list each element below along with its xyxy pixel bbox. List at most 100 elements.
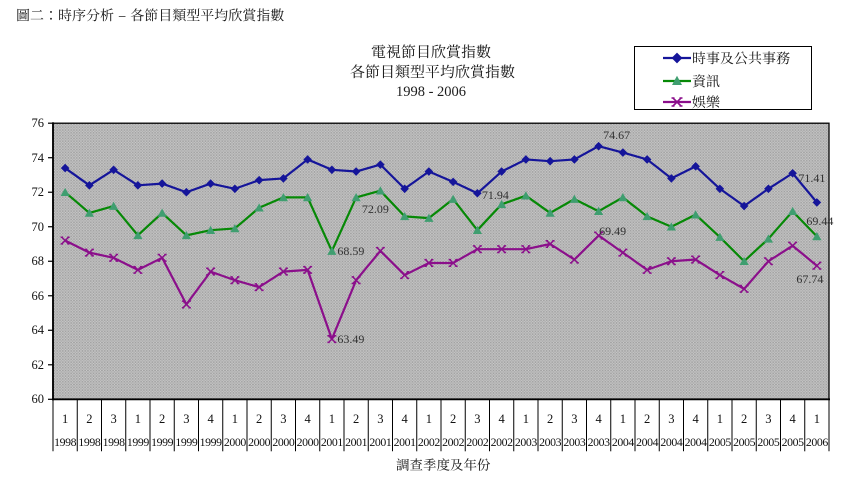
x-quarter-label: 2 <box>547 412 554 426</box>
x-quarter-label: 1 <box>231 412 238 426</box>
x-year-label: 2003 <box>514 435 537 449</box>
marker-triangle <box>763 234 773 243</box>
x-year-label: 2004 <box>684 435 707 449</box>
legend-marker-current-affairs <box>663 52 691 64</box>
x-quarter-label: 3 <box>183 412 190 426</box>
marker-diamond <box>545 156 555 166</box>
marker-x <box>739 284 749 293</box>
marker-x <box>472 245 482 254</box>
x-quarter-label: 4 <box>595 412 602 426</box>
marker-diamond <box>448 177 458 187</box>
marker-x <box>715 271 725 280</box>
y-tick-label: 72 <box>31 185 45 200</box>
marker-triangle <box>60 187 70 197</box>
y-tick-label: 62 <box>31 357 45 372</box>
marker-triangle <box>181 230 191 240</box>
x-year-label: 2001 <box>320 435 343 449</box>
marker-diamond <box>618 148 628 157</box>
marker-triangle <box>642 211 652 221</box>
x-year-label: 2002 <box>490 435 513 449</box>
x-quarter-label: 2 <box>741 412 748 426</box>
cjk-text-svg <box>692 73 720 87</box>
x-year-label: 2000 <box>272 435 295 449</box>
marker-x <box>788 241 798 250</box>
x-quarter-label: 4 <box>304 412 311 426</box>
x-year-label: 2005 <box>781 435 804 449</box>
x-quarter-label: 1 <box>62 412 69 426</box>
marker-triangle <box>109 201 119 210</box>
x-year-label: 2004 <box>660 435 683 449</box>
x-quarter-label: 3 <box>571 412 578 426</box>
x-quarter-label: 3 <box>765 412 772 426</box>
cjk-text-svg <box>396 458 491 471</box>
marker-diamond <box>109 165 118 175</box>
marker-x <box>181 300 191 309</box>
x-quarter-label: 1 <box>328 412 335 426</box>
marker-triangle <box>157 208 167 217</box>
x-year-label: 2001 <box>369 435 392 449</box>
y-tick-label: 64 <box>31 323 45 338</box>
marker-x <box>230 276 240 285</box>
x-year-label: 1998 <box>78 435 101 449</box>
marker-diamond <box>400 184 409 194</box>
marker-diamond <box>254 175 264 185</box>
marker-diamond <box>424 167 434 176</box>
marker-x <box>133 265 143 274</box>
point-label: 67.74 <box>796 272 824 287</box>
marker-diamond <box>206 179 215 188</box>
x-year-label: 2000 <box>296 435 319 449</box>
marker-diamond <box>788 168 797 178</box>
marker-x <box>400 271 410 280</box>
x-quarter-label: 1 <box>619 412 626 426</box>
marker-diamond <box>739 201 749 211</box>
marker-triangle <box>497 199 507 209</box>
x-quarter-label: 2 <box>644 412 651 426</box>
marker-triangle <box>691 210 701 219</box>
marker-x <box>569 255 579 264</box>
point-label: 69.49 <box>599 224 627 239</box>
marker-triangle <box>788 206 798 216</box>
marker-diamond <box>182 187 191 197</box>
x-year-label: 2005 <box>757 435 780 449</box>
marker-diamond <box>327 165 337 175</box>
marker-diamond <box>521 155 531 164</box>
marker-triangle <box>254 203 264 212</box>
point-label: 71.94 <box>481 187 509 202</box>
marker-diamond <box>715 184 725 194</box>
x-year-label: 1999 <box>175 435 198 449</box>
marker-diamond <box>85 181 94 190</box>
plot-border <box>52 122 830 400</box>
x-year-label: 1999 <box>126 435 149 449</box>
marker-x <box>109 253 119 262</box>
marker-triangle <box>594 206 604 216</box>
y-tick-label: 76 <box>31 116 45 130</box>
marker-diamond <box>570 155 579 164</box>
marker-triangle <box>569 194 579 203</box>
x-quarter-label: 2 <box>256 412 263 426</box>
chart-title-line3: 1998 - 2006 <box>395 84 467 100</box>
marker-triangle <box>715 232 725 241</box>
point-label: 69.44 <box>806 213 834 228</box>
point-label: 72.09 <box>361 202 389 217</box>
legend: 時事及公共事務 資訊 娛樂 <box>634 46 812 110</box>
marker-x <box>60 236 70 245</box>
x-year-label: 2002 <box>417 435 440 449</box>
marker-x <box>278 267 288 276</box>
x-year-label: 2002 <box>466 435 489 449</box>
x-year-label: 1998 <box>102 435 125 449</box>
marker-x <box>206 267 216 276</box>
x-quarter-label: 3 <box>377 412 384 426</box>
marker-x <box>545 239 555 249</box>
marker-x <box>448 258 458 268</box>
x-quarter-label: 4 <box>498 412 505 426</box>
x-quarter-label: 4 <box>401 412 408 426</box>
x-quarter-label: 1 <box>716 412 723 426</box>
y-tick-label: 70 <box>31 219 45 234</box>
marker-diamond <box>230 184 240 194</box>
marker-x <box>327 335 337 344</box>
marker-triangle <box>545 208 555 217</box>
marker-x <box>303 265 313 274</box>
marker-diamond <box>812 198 822 207</box>
marker-triangle <box>303 193 313 202</box>
x-quarter-label: 2 <box>450 412 457 426</box>
